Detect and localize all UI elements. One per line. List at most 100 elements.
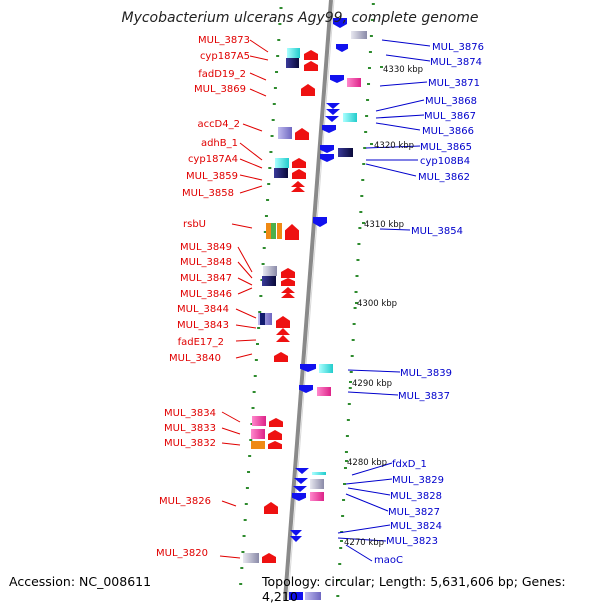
left-tick [269,151,273,153]
left-gene-label[interactable]: MUL_3844 [177,304,229,315]
right-tick [359,211,363,213]
left-leader-line [237,277,253,286]
left-tick [254,359,258,361]
magenta-gene-box [310,492,324,501]
right-tick [351,339,355,341]
left-gene-label[interactable]: MUL_3843 [177,320,229,331]
left-gene-label[interactable]: accD4_2 [197,119,240,130]
right-tick [363,147,367,149]
right-gene-label[interactable]: MUL_3874 [430,57,482,68]
right-gene-label[interactable]: MUL_3876 [432,42,484,53]
right-gene-label[interactable]: MUL_3862 [418,172,470,183]
left-leader-line [239,158,263,169]
left-leader-line [219,555,241,559]
left-leader-line [221,442,241,446]
left-gene-label[interactable]: MUL_3833 [164,423,216,434]
left-gene-label[interactable]: adhB_1 [201,138,238,149]
left-tick [258,311,262,313]
lavender-gene-box [278,127,292,139]
magenta-gene-box [317,387,331,396]
left-gene-label[interactable]: cyp187A5 [200,51,250,62]
left-gene-label[interactable]: MUL_3858 [182,188,234,199]
left-leader-line [237,287,253,295]
gene-features [243,18,367,600]
right-tick [362,163,366,165]
blue-gene-arrow [295,468,309,474]
right-gene-label[interactable]: MUL_3865 [420,142,472,153]
blue-gene-arrow [326,109,340,115]
left-tick [247,471,251,473]
red-gene-arrow [295,128,309,140]
left-gene-label[interactable]: MUL_3847 [180,273,232,284]
grey-gene-box [263,266,277,276]
right-gene-label[interactable]: fdxD_1 [392,459,427,470]
right-gene-label[interactable]: MUL_3868 [425,96,477,107]
left-gene-label[interactable]: MUL_3869 [194,84,246,95]
left-tick [242,535,246,537]
right-gene-label[interactable]: MUL_3823 [386,536,438,547]
left-tick [260,279,264,281]
right-gene-label[interactable]: MUL_3871 [428,78,480,89]
left-leader-line [239,142,263,161]
left-gene-label[interactable]: MUL_3820 [156,548,208,559]
left-leader-line [221,427,241,435]
blue-gene-box [289,592,303,600]
kbp-tick [340,540,343,542]
right-gene-label[interactable]: MUL_3829 [392,475,444,486]
right-tick [367,83,371,85]
left-gene-label[interactable]: MUL_3859 [186,171,238,182]
right-leader-line [381,39,431,47]
red-gene-arrow [276,335,290,342]
red-gene-arrow [281,287,295,293]
left-gene-label[interactable]: MUL_3873 [198,35,250,46]
left-tick [251,407,255,409]
left-gene-label[interactable]: fadD19_2 [198,69,246,80]
left-gene-label[interactable]: cyp187A4 [188,154,238,165]
right-leader-line [379,228,411,231]
left-leader-line [235,339,257,342]
left-gene-label[interactable]: MUL_3846 [180,289,232,300]
red-gene-arrow [281,278,295,286]
right-gene-label[interactable]: maoC [374,555,403,566]
right-gene-label[interactable]: MUL_3827 [388,507,440,518]
right-tick [356,259,360,261]
red-gene-arrow [304,50,318,60]
right-leader-line [345,478,393,485]
left-gene-label[interactable]: MUL_3840 [169,353,221,364]
right-gene-label[interactable]: MUL_3837 [398,391,450,402]
green-gene-box [271,223,276,239]
right-gene-label[interactable]: MUL_3866 [422,126,474,137]
left-gene-label[interactable]: MUL_3848 [180,257,232,268]
left-gene-label[interactable]: MUL_3849 [180,242,232,253]
kbp-tick [380,66,383,68]
right-gene-label[interactable]: MUL_3824 [390,521,442,532]
left-leader-line [237,261,253,279]
left-tick [244,503,248,505]
left-tick [277,39,281,41]
left-gene-label[interactable]: MUL_3826 [159,496,211,507]
left-tick [248,455,252,457]
kbp-label: 4310 kbp [364,220,404,230]
red-gene-arrow [301,84,315,96]
left-gene-label[interactable]: fadE17_2 [178,337,224,348]
kbp-tick [355,302,358,304]
right-tick [352,323,356,325]
right-tick [355,275,359,277]
right-gene-label[interactable]: MUL_3867 [424,111,476,122]
left-leader-line [235,308,257,319]
right-gene-label[interactable]: MUL_3839 [400,368,452,379]
red-gene-arrow [276,328,290,335]
left-tick [262,247,266,249]
right-gene-label[interactable]: cyp108B4 [420,156,470,167]
blue-gene-arrow [294,478,308,484]
right-gene-label[interactable]: MUL_3854 [411,226,463,237]
right-gene-label[interactable]: MUL_3828 [390,491,442,502]
left-gene-label[interactable]: rsbU [183,219,206,230]
left-gene-label[interactable]: MUL_3834 [164,408,216,419]
right-leader-line [365,145,421,149]
left-tick [263,231,267,233]
right-tick [349,371,353,373]
right-leader-line [345,493,389,512]
left-gene-label[interactable]: MUL_3832 [164,438,216,449]
